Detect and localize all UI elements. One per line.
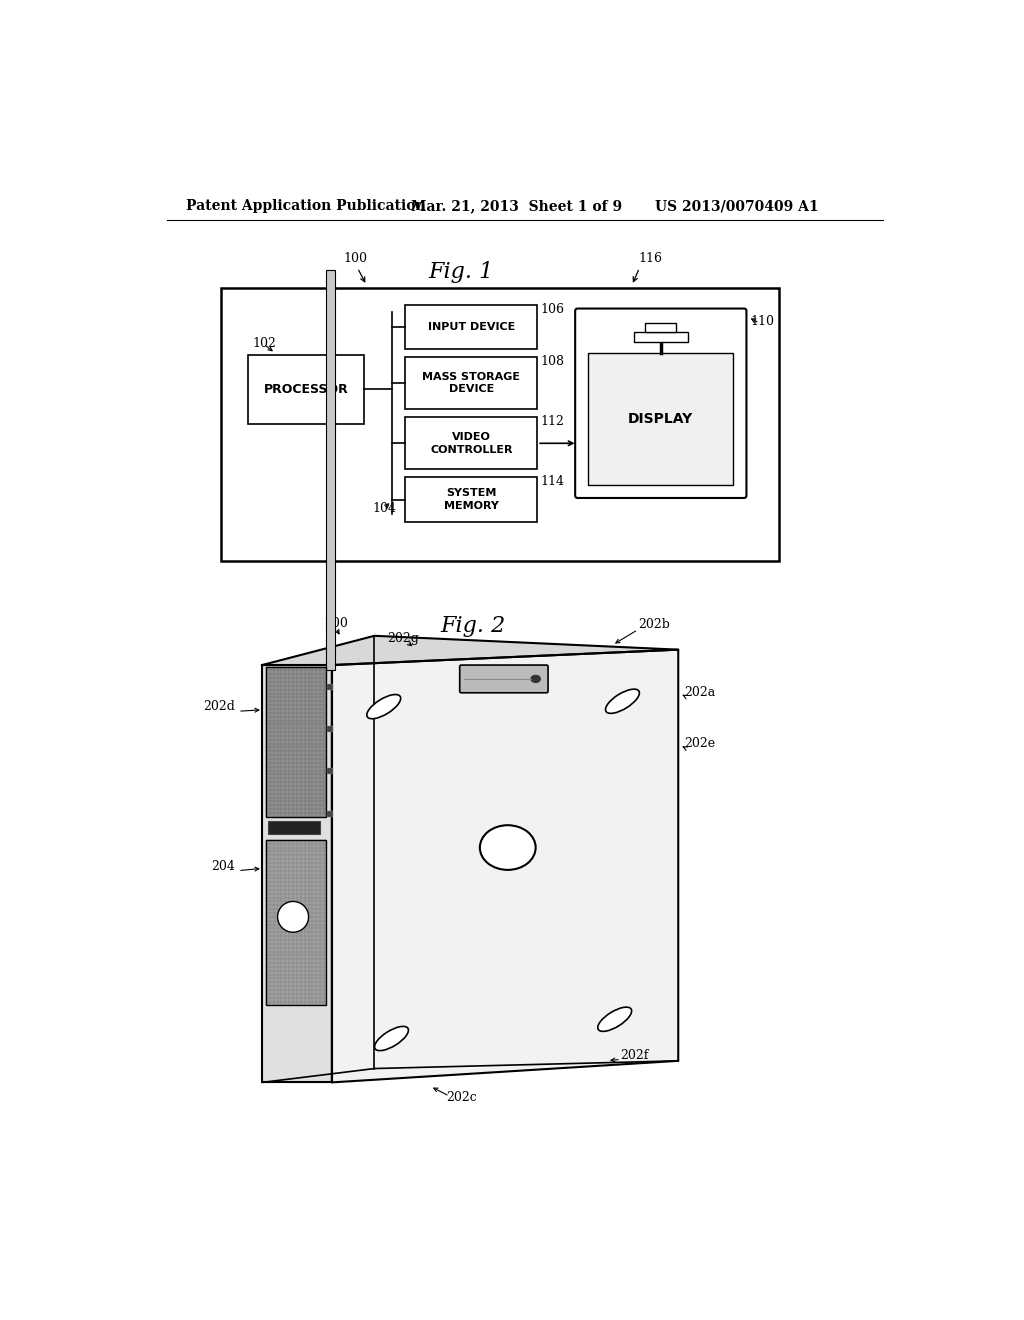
Text: SYSTEM
MEMORY: SYSTEM MEMORY bbox=[443, 488, 499, 511]
Text: 204: 204 bbox=[211, 861, 234, 874]
Text: 100: 100 bbox=[343, 252, 368, 265]
Text: 116: 116 bbox=[638, 252, 662, 265]
Text: DISPLAY: DISPLAY bbox=[628, 412, 693, 425]
Bar bbox=[645, 323, 676, 333]
Circle shape bbox=[278, 902, 308, 932]
Bar bbox=[634, 333, 688, 342]
Text: MASS STORAGE
DEVICE: MASS STORAGE DEVICE bbox=[422, 372, 520, 395]
Text: 202c: 202c bbox=[445, 1092, 476, 1105]
Polygon shape bbox=[262, 636, 678, 665]
FancyBboxPatch shape bbox=[575, 309, 746, 498]
Bar bbox=[406, 417, 538, 470]
Text: 112: 112 bbox=[541, 416, 564, 428]
Polygon shape bbox=[332, 649, 678, 1082]
Bar bbox=[406, 305, 538, 350]
Bar bbox=[221, 288, 779, 561]
Ellipse shape bbox=[605, 689, 639, 713]
Text: 106: 106 bbox=[541, 302, 564, 315]
Polygon shape bbox=[262, 665, 332, 1082]
Text: Mar. 21, 2013  Sheet 1 of 9: Mar. 21, 2013 Sheet 1 of 9 bbox=[411, 199, 622, 213]
Bar bbox=[266, 840, 327, 1006]
Bar bbox=[267, 821, 321, 834]
Text: Fig. 1: Fig. 1 bbox=[429, 261, 494, 284]
Text: 114: 114 bbox=[541, 475, 564, 488]
Text: 202d: 202d bbox=[203, 700, 234, 713]
Text: 110: 110 bbox=[751, 315, 774, 329]
Ellipse shape bbox=[375, 1027, 409, 1051]
Bar bbox=[328, 768, 334, 775]
Bar bbox=[406, 478, 538, 521]
Ellipse shape bbox=[531, 676, 541, 682]
Bar bbox=[328, 726, 334, 733]
FancyBboxPatch shape bbox=[460, 665, 548, 693]
Text: Patent Application Publication: Patent Application Publication bbox=[186, 199, 426, 213]
Text: 200: 200 bbox=[324, 616, 348, 630]
Bar bbox=[589, 354, 733, 484]
Text: 202f: 202f bbox=[621, 1049, 648, 1063]
Text: 102: 102 bbox=[252, 338, 275, 351]
Bar bbox=[248, 355, 365, 424]
Text: 202g: 202g bbox=[388, 632, 420, 645]
Text: INPUT DEVICE: INPUT DEVICE bbox=[428, 322, 515, 333]
Text: 202e: 202e bbox=[684, 737, 716, 750]
Ellipse shape bbox=[480, 825, 536, 870]
Bar bbox=[406, 358, 538, 409]
Text: 202a: 202a bbox=[684, 685, 716, 698]
Text: 104: 104 bbox=[373, 502, 397, 515]
Text: VIDEO
CONTROLLER: VIDEO CONTROLLER bbox=[430, 432, 513, 454]
Text: PROCESSOR: PROCESSOR bbox=[264, 383, 348, 396]
Bar bbox=[266, 667, 327, 817]
Bar bbox=[326, 271, 335, 671]
Ellipse shape bbox=[598, 1007, 632, 1031]
Bar bbox=[266, 840, 327, 1006]
Ellipse shape bbox=[367, 694, 400, 719]
Text: US 2013/0070409 A1: US 2013/0070409 A1 bbox=[655, 199, 818, 213]
Text: Fig. 2: Fig. 2 bbox=[440, 615, 506, 636]
Text: 108: 108 bbox=[541, 355, 564, 368]
Bar bbox=[328, 684, 334, 689]
Bar bbox=[266, 667, 327, 817]
Text: 202b: 202b bbox=[638, 618, 670, 631]
Bar bbox=[328, 810, 334, 817]
